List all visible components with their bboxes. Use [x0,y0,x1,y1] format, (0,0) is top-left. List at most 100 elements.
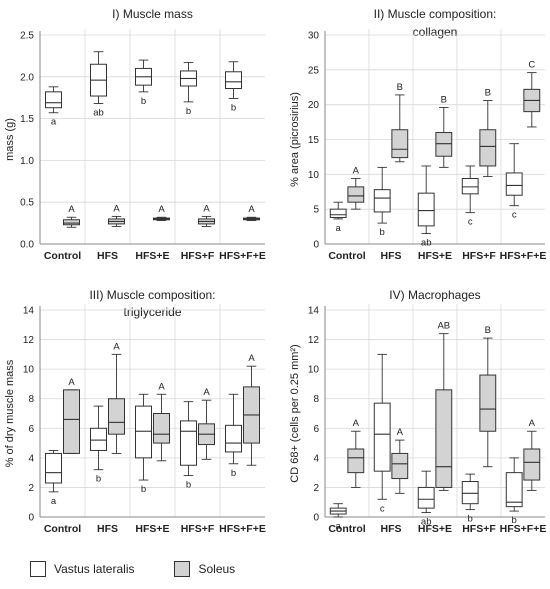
x-tick-label: Control [44,250,81,262]
y-tick-label: 20 [308,100,320,111]
legend-item-vastus: Vastus lateralis [30,561,134,577]
x-tick-label: HFS+F [462,250,496,262]
y-tick-label: 8 [313,394,319,405]
significance-label: A [248,353,255,364]
significance-label: b [512,515,517,526]
y-tick-label: 4 [28,453,34,464]
box-iqr [435,389,453,488]
legend-label-vastus: Vastus lateralis [54,562,135,576]
box-iqr [417,192,435,227]
x-tick-label: HFS [381,523,402,535]
box-vastus [135,59,152,93]
y-tick-label: 1.0 [20,156,34,167]
significance-label: b [186,106,191,117]
box-soleus [347,178,365,210]
box-vastus [505,143,523,207]
box-soleus [63,389,80,454]
significance-label: c [380,503,385,514]
box-soleus [243,365,260,466]
box-iqr [505,172,523,196]
box-iqr [461,178,479,195]
significance-label: A [248,204,255,215]
box-vastus [45,86,62,114]
box-iqr [45,452,62,484]
box-soleus [347,430,365,488]
significance-label: C [528,60,535,71]
box-vastus [45,450,62,493]
y-tick-label: 0.0 [20,240,34,251]
box-soleus [153,393,170,462]
box-vastus [225,393,242,465]
box-iqr [347,448,365,474]
significance-label: A [158,204,165,215]
significance-label: A [203,387,210,398]
y-tick-label: 10 [23,365,35,376]
y-tick-label: 6 [28,424,34,435]
box-vastus [90,405,107,471]
x-tick-label: HFS [97,250,118,262]
box-vastus [329,503,347,518]
y-tick-label: 15 [308,135,320,146]
box-iqr [225,424,242,453]
box-iqr [90,427,107,451]
box-iqr [373,189,391,213]
chart-title: triglyceride [123,305,181,319]
box-vastus [180,401,197,477]
box-soleus [435,333,453,491]
significance-label: A [113,203,120,214]
y-tick-label: 5 [313,205,319,216]
box-soleus [153,216,170,222]
chart-title: I) Muscle mass [112,7,193,21]
box-iqr [108,398,125,435]
chart-panel-2: II) Muscle composition: collagen 0 5 10 15 20 2… [289,7,546,262]
significance-label: b [96,474,101,485]
x-tick-label: HFS+E [135,523,169,535]
y-tick-label: 12 [308,335,320,346]
y-tick-label: 2 [28,483,34,494]
significance-label: b [468,514,473,525]
y-tick-label: 14 [308,306,320,317]
y-tick-label: 0 [313,240,319,251]
box-soleus [391,94,409,163]
chart-title: collagen [413,25,458,39]
x-tick-label: HFS+F+E [500,523,547,535]
significance-label: ab [421,517,432,528]
y-tick-label: 2.5 [20,31,34,42]
chart-title: III) Muscle composition: [89,288,215,302]
significance-label: b [141,96,146,107]
significance-label: b [141,484,146,495]
box-vastus [329,201,347,220]
y-tick-label: 8 [28,394,34,405]
y-tick-label: 0 [28,513,34,524]
y-tick-label: 2 [313,483,319,494]
box-soleus [479,100,497,177]
y-tick-label: 2.0 [20,72,34,83]
box-vastus [461,165,479,214]
y-axis-label: % of dry muscle mass [4,359,16,467]
box-iqr [523,448,541,481]
box-soleus [435,107,453,168]
box-iqr [347,186,365,203]
box-iqr [417,486,435,509]
box-iqr [225,71,242,90]
significance-label: B [441,94,447,105]
significance-label: A [113,341,120,352]
y-tick-label: 25 [308,65,320,76]
significance-label: ab [421,238,432,249]
box-iqr [153,413,170,444]
legend-swatch-soleus [174,561,191,577]
significance-label: A [68,377,75,388]
significance-label: A [203,203,210,214]
box-iqr [435,132,453,157]
chart-panel-3: III) Muscle composition: triglyceride 0 2 4 6… [4,288,266,535]
x-tick-label: HFS+F+E [219,250,266,262]
box-soleus [108,215,125,227]
box-iqr [479,374,497,432]
box-iqr [329,208,347,219]
y-tick-label: 10 [308,170,320,181]
box-iqr [135,405,152,459]
box-vastus [373,353,391,500]
x-tick-label: HFS+F+E [500,250,547,262]
box-iqr [391,452,409,480]
